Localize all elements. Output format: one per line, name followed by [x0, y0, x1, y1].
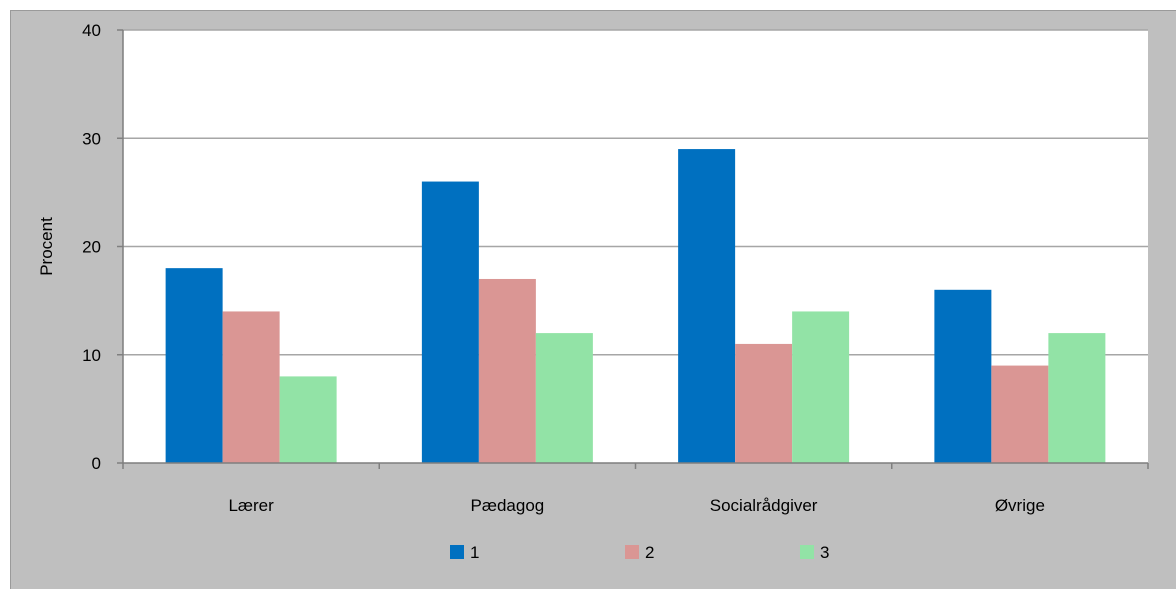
axes: [117, 29, 1149, 469]
legend-swatch-series-3: [800, 545, 814, 559]
bar-øvrige-series-2: [991, 365, 1049, 463]
y-tick-label: 10: [82, 346, 101, 365]
legend-label-series-3: 3: [820, 543, 829, 562]
x-tick-label: Pædagog: [471, 496, 545, 515]
y-axis-title: Procent: [37, 217, 56, 276]
bar-pædagog-series-3: [535, 333, 593, 463]
bar-pædagog-series-1: [421, 181, 479, 464]
y-tick-label: 0: [92, 454, 101, 473]
x-tick-labels: Lærer Pædagog Socialrådgiver Øvrige: [228, 496, 1044, 515]
x-tick-label: Socialrådgiver: [710, 496, 818, 515]
bar-socialrådgiver-series-2: [735, 343, 793, 463]
y-tick-label: 20: [82, 238, 101, 257]
y-tick-labels: 0 10 20 30 40: [82, 21, 101, 473]
y-tick-label: 30: [82, 129, 101, 148]
legend-swatch-series-2: [625, 545, 639, 559]
y-tick-label: 40: [82, 21, 101, 40]
bar-socialrådgiver-series-1: [678, 149, 736, 463]
bar-lærer-series-1: [165, 268, 223, 463]
bars: [165, 149, 1106, 464]
legend: 1 2 3: [450, 543, 829, 562]
x-tick-label: Øvrige: [995, 496, 1045, 515]
bar-socialrådgiver-series-3: [792, 311, 850, 463]
bar-lærer-series-3: [279, 376, 337, 463]
legend-label-series-1: 1: [470, 543, 479, 562]
legend-swatch-series-1: [450, 545, 464, 559]
x-tick-label: Lærer: [228, 496, 274, 515]
gridlines: [123, 29, 1148, 356]
bar-øvrige-series-1: [934, 289, 992, 463]
bar-lærer-series-2: [222, 311, 280, 463]
legend-label-series-2: 2: [645, 543, 654, 562]
bar-pædagog-series-2: [478, 278, 536, 463]
bar-øvrige-series-3: [1048, 333, 1106, 463]
